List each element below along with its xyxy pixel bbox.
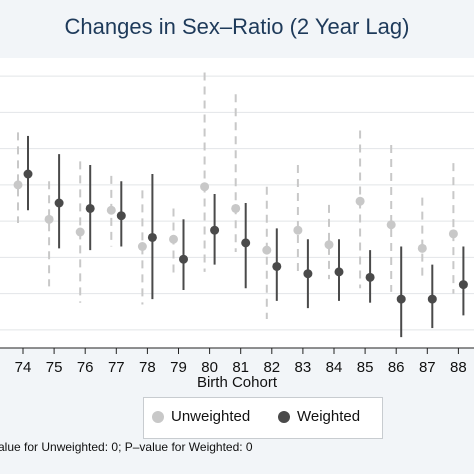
data-point — [179, 254, 188, 264]
x-tick-label: 84 — [326, 359, 343, 376]
data-point — [200, 182, 210, 192]
data-point — [417, 243, 427, 253]
data-point — [210, 225, 220, 235]
x-tick-label: 83 — [295, 359, 312, 376]
x-tick-label: 79 — [170, 359, 187, 376]
data-point — [231, 203, 241, 213]
data-point — [147, 232, 157, 242]
data-point — [365, 272, 375, 282]
data-point — [293, 225, 303, 235]
x-tick-label: 87 — [419, 359, 436, 376]
data-point — [54, 198, 64, 208]
data-point — [355, 196, 365, 206]
footnote: alue for Unweighted: 0; P–value for Weig… — [0, 440, 253, 454]
data-point — [324, 240, 334, 250]
plot-background — [0, 58, 474, 348]
gridlines — [0, 75, 474, 331]
data-point — [85, 203, 95, 213]
data-point — [169, 234, 178, 244]
data-point — [106, 205, 116, 215]
legend-label-weighted: Weighted — [297, 408, 361, 425]
series-weighted — [23, 135, 468, 338]
data-point — [272, 261, 282, 271]
x-tick-label: 82 — [263, 359, 280, 376]
data-point — [13, 180, 23, 190]
x-tick-label: 85 — [357, 359, 374, 376]
data-point — [334, 267, 344, 277]
legend: Unweighted Weighted — [143, 397, 383, 439]
x-tick-label: 81 — [232, 359, 249, 376]
data-point — [303, 269, 313, 279]
x-tick-label: 75 — [46, 359, 63, 376]
legend-item-weighted: Weighted — [278, 408, 360, 425]
x-axis-label: Birth Cohort — [196, 374, 278, 391]
legend-label-unweighted: Unweighted — [171, 408, 251, 425]
data-point — [396, 294, 406, 304]
data-point — [23, 169, 33, 179]
series-unweighted — [13, 72, 458, 319]
legend-marker-unweighted — [152, 410, 164, 423]
data-point — [241, 238, 251, 248]
x-axis-ticks: 74 75 76 77 78 79 80 81 82 83 84 85 86 87 88 — [15, 348, 467, 376]
x-tick-label: 74 — [15, 359, 32, 376]
legend-item-unweighted: Unweighted — [152, 408, 250, 425]
chart-title: Changes in Sex–Ratio (2 Year Lag) — [64, 14, 410, 39]
data-point — [427, 294, 437, 304]
x-tick-label: 77 — [108, 359, 125, 376]
data-point — [116, 211, 126, 221]
data-point — [137, 242, 147, 251]
data-point — [262, 245, 272, 255]
data-point — [44, 214, 54, 224]
x-tick-label: 78 — [139, 359, 156, 376]
x-tick-label: 88 — [450, 359, 467, 376]
data-point — [448, 229, 458, 239]
data-point — [75, 227, 85, 237]
data-point — [458, 280, 468, 290]
data-point — [386, 220, 396, 230]
x-tick-label: 86 — [388, 359, 405, 376]
legend-marker-weighted — [278, 410, 290, 423]
x-tick-label: 80 — [201, 359, 218, 376]
series-marks — [13, 72, 468, 338]
x-tick-label: 76 — [77, 359, 94, 376]
